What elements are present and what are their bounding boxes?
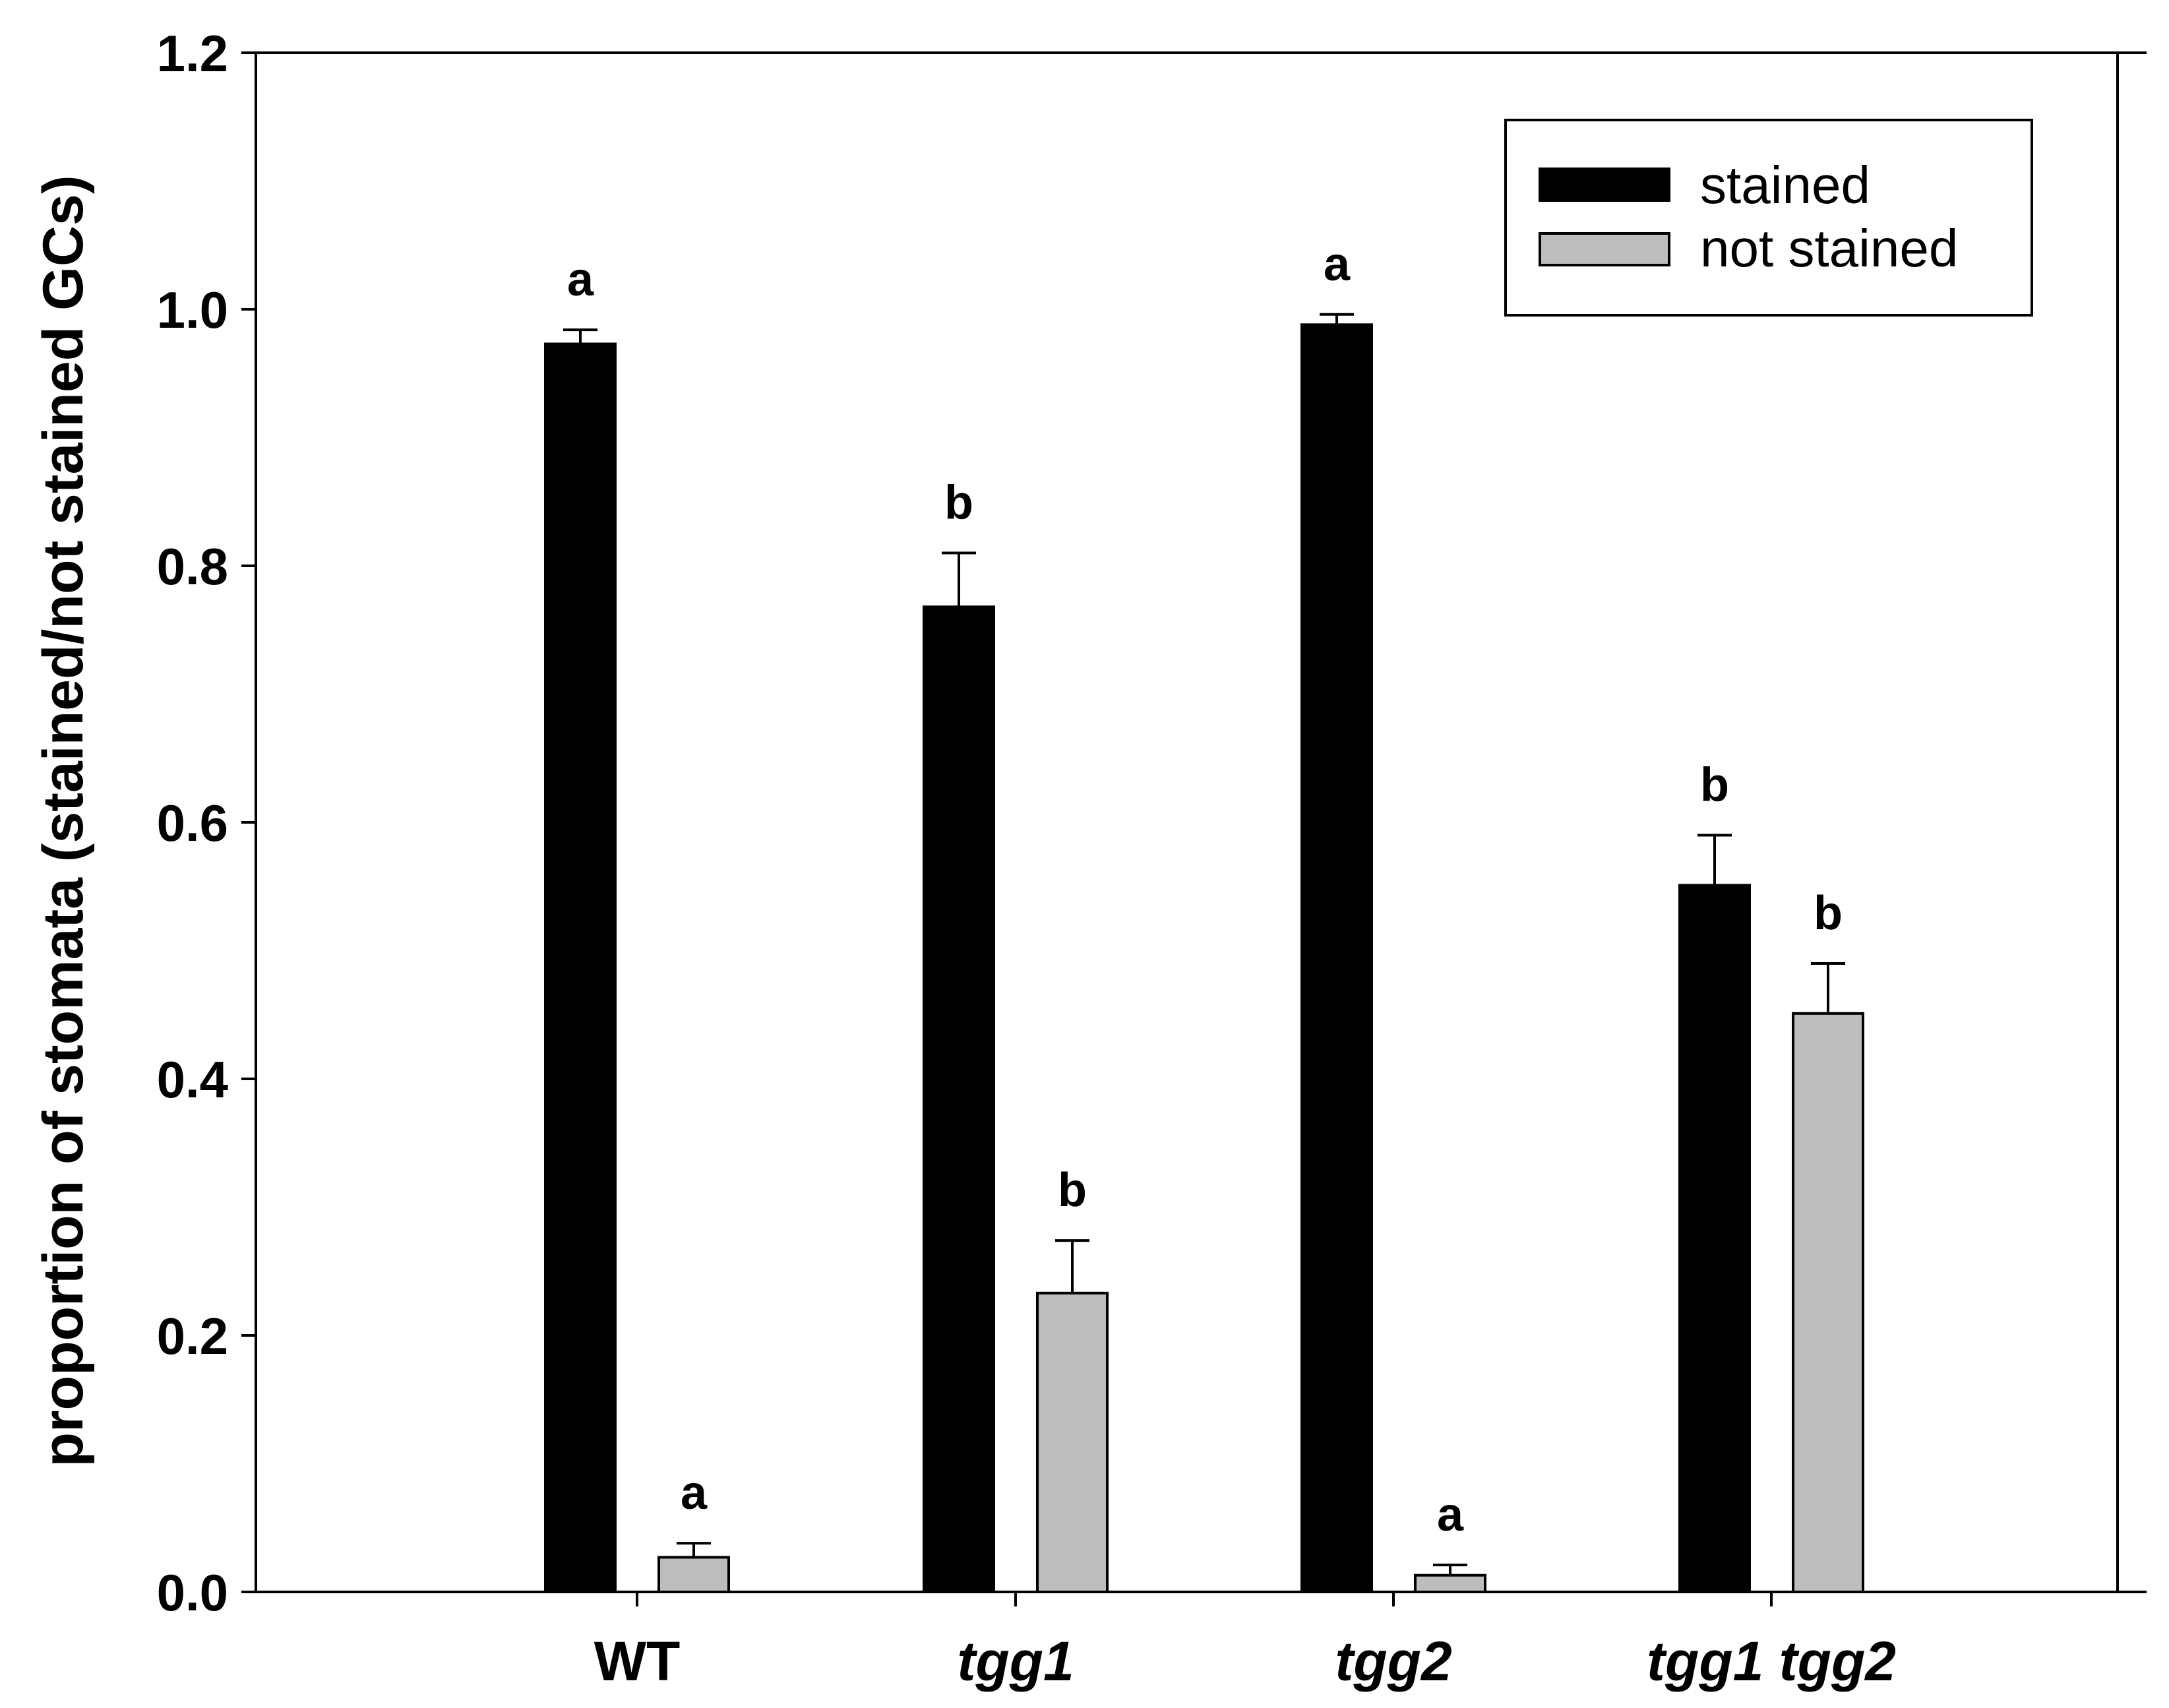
bar-stained-tgg1-tgg2	[1678, 884, 1751, 1593]
y-tick-label: 1.2	[157, 24, 228, 82]
legend-label-stained: stained	[1700, 156, 1870, 214]
x-tick-label: tgg1 tgg2	[1647, 1630, 1896, 1692]
significance-letter: a	[1437, 1488, 1464, 1541]
legend-label-not-stained: not stained	[1700, 219, 1958, 278]
bar-stained-tgg1	[923, 605, 995, 1593]
bar-stained-WT	[544, 342, 617, 1593]
bar-not-stained-tgg2	[1414, 1573, 1486, 1594]
bar-not-stained-tgg1	[1036, 1291, 1109, 1593]
significance-letter: b	[1700, 758, 1729, 811]
legend-swatch-not-stained	[1539, 232, 1670, 266]
legend-swatch-stained	[1539, 168, 1670, 202]
significance-letter: b	[1814, 887, 1843, 940]
significance-labels: a b a b a b a b	[567, 238, 1843, 1541]
bar-not-stained-tgg1-tgg2	[1792, 1012, 1864, 1594]
legend-box	[1504, 119, 2033, 317]
y-axis-title: proportion of stomata (stained/not stain…	[32, 175, 95, 1467]
x-tick-label: WT	[594, 1630, 681, 1692]
y-axis-ticks: 0.0 0.2 0.4 0.6 0.8 1.0 1.2	[157, 24, 256, 1622]
x-tick-label: tgg1	[957, 1630, 1074, 1692]
significance-letter: a	[567, 253, 594, 306]
bar-stained-tgg2	[1300, 323, 1373, 1594]
error-bars	[563, 313, 1845, 1575]
y-tick-label: 0.4	[157, 1051, 228, 1109]
x-axis-ticks: WT tgg1 tgg2 tgg1 tgg2	[594, 1592, 1896, 1692]
x-tick-label: tgg2	[1335, 1630, 1451, 1692]
significance-letter: a	[681, 1467, 708, 1519]
bars	[544, 323, 1864, 1594]
significance-letter: b	[944, 477, 973, 530]
significance-letter: a	[1324, 238, 1351, 291]
significance-letter: b	[1058, 1164, 1087, 1217]
y-tick-label: 1.0	[157, 281, 228, 339]
y-tick-label: 0.2	[157, 1307, 228, 1365]
legend: stained not stained	[1504, 119, 2033, 317]
y-tick-label: 0.8	[157, 537, 228, 595]
y-tick-label: 0.0	[157, 1564, 228, 1622]
y-tick-label: 0.6	[157, 794, 228, 852]
bar-not-stained-WT	[657, 1556, 730, 1594]
